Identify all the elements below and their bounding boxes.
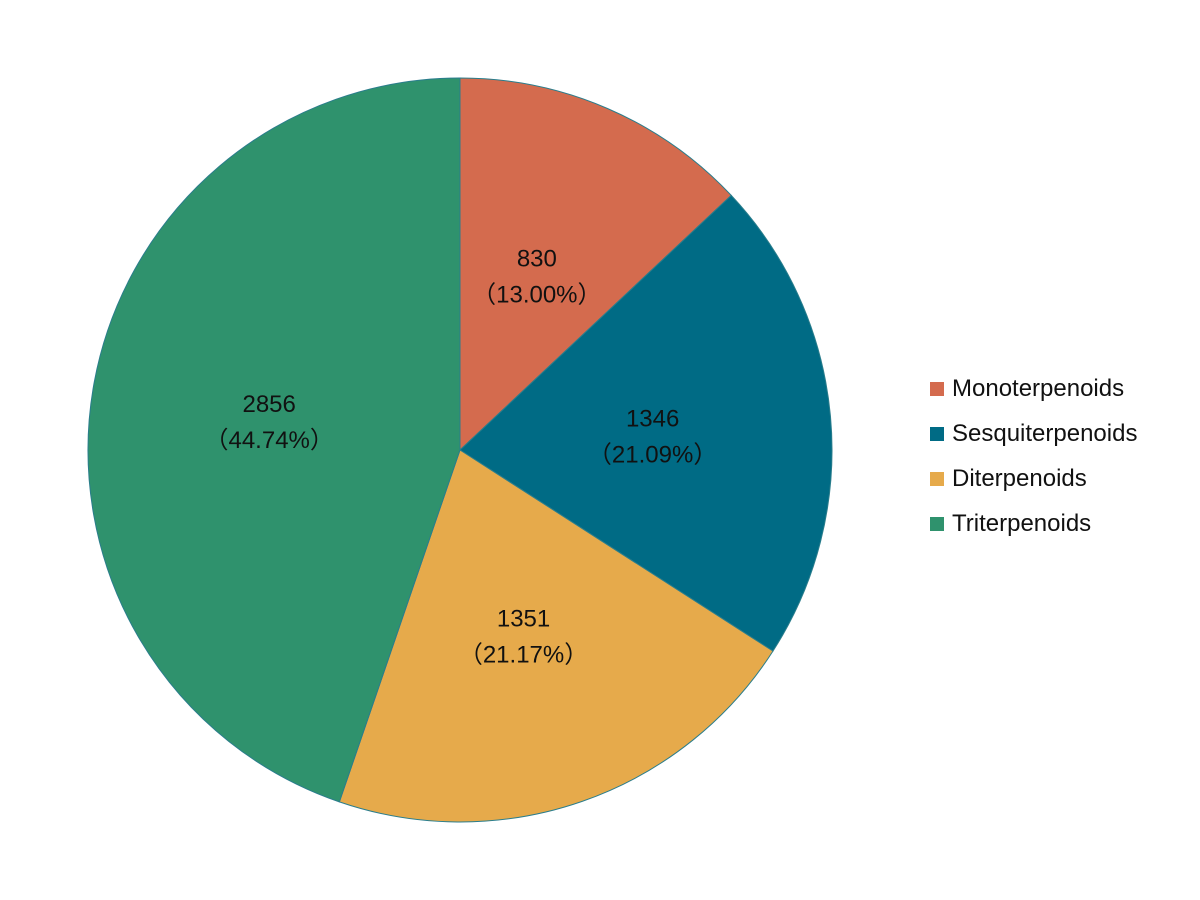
legend-label-monoterpenoids: Monoterpenoids [952, 374, 1125, 402]
legend-swatch-diterpenoids [930, 471, 944, 486]
legend-item-diterpenoids: Diterpenoids [930, 456, 1190, 501]
legend-label-diterpenoids: Diterpenoids [952, 464, 1087, 492]
pie-slice-triterpenoids [87, 77, 461, 803]
legend-label-triterpenoids: Triterpenoids [952, 509, 1092, 537]
slice-percent-label-diterpenoids: （21.17%） [459, 642, 588, 669]
pie-slice-diterpenoids [338, 449, 774, 823]
legend-swatch-triterpenoids [930, 516, 944, 531]
legend-item-sesquiterpenoids: Sesquiterpenoids [930, 411, 1190, 456]
legend-item-triterpenoids: Triterpenoids [930, 501, 1190, 546]
pie-slices [87, 77, 833, 823]
pie-slice-sesquiterpenoids [459, 194, 833, 652]
legend-swatch-monoterpenoids [930, 381, 944, 396]
legend-label-sesquiterpenoids: Sesquiterpenoids [952, 419, 1138, 447]
slice-percent-label-sesquiterpenoids: （21.09%） [588, 441, 717, 468]
legend-item-monoterpenoids: Monoterpenoids [930, 366, 1190, 411]
pie-data-labels: 830 （13.00%） 1346 （21.09%） 1351 （21.17%） 2856 （… [204, 245, 717, 668]
legend: Monoterpenoids Sesquiterpenoids Diterpen… [930, 366, 1190, 546]
legend-swatch-sesquiterpenoids [930, 426, 944, 441]
pie-slice-monoterpenoids [459, 77, 732, 452]
slice-value-label-sesquiterpenoids: 1346 [626, 405, 679, 432]
slice-value-label-diterpenoids: 1351 [497, 606, 550, 633]
slice-percent-label-triterpenoids: （44.74%） [204, 427, 333, 454]
slice-value-label-triterpenoids: 2856 [242, 391, 295, 418]
slice-value-label-monoterpenoids: 830 [517, 245, 557, 272]
slice-percent-label-monoterpenoids: （13.00%） [472, 281, 601, 308]
